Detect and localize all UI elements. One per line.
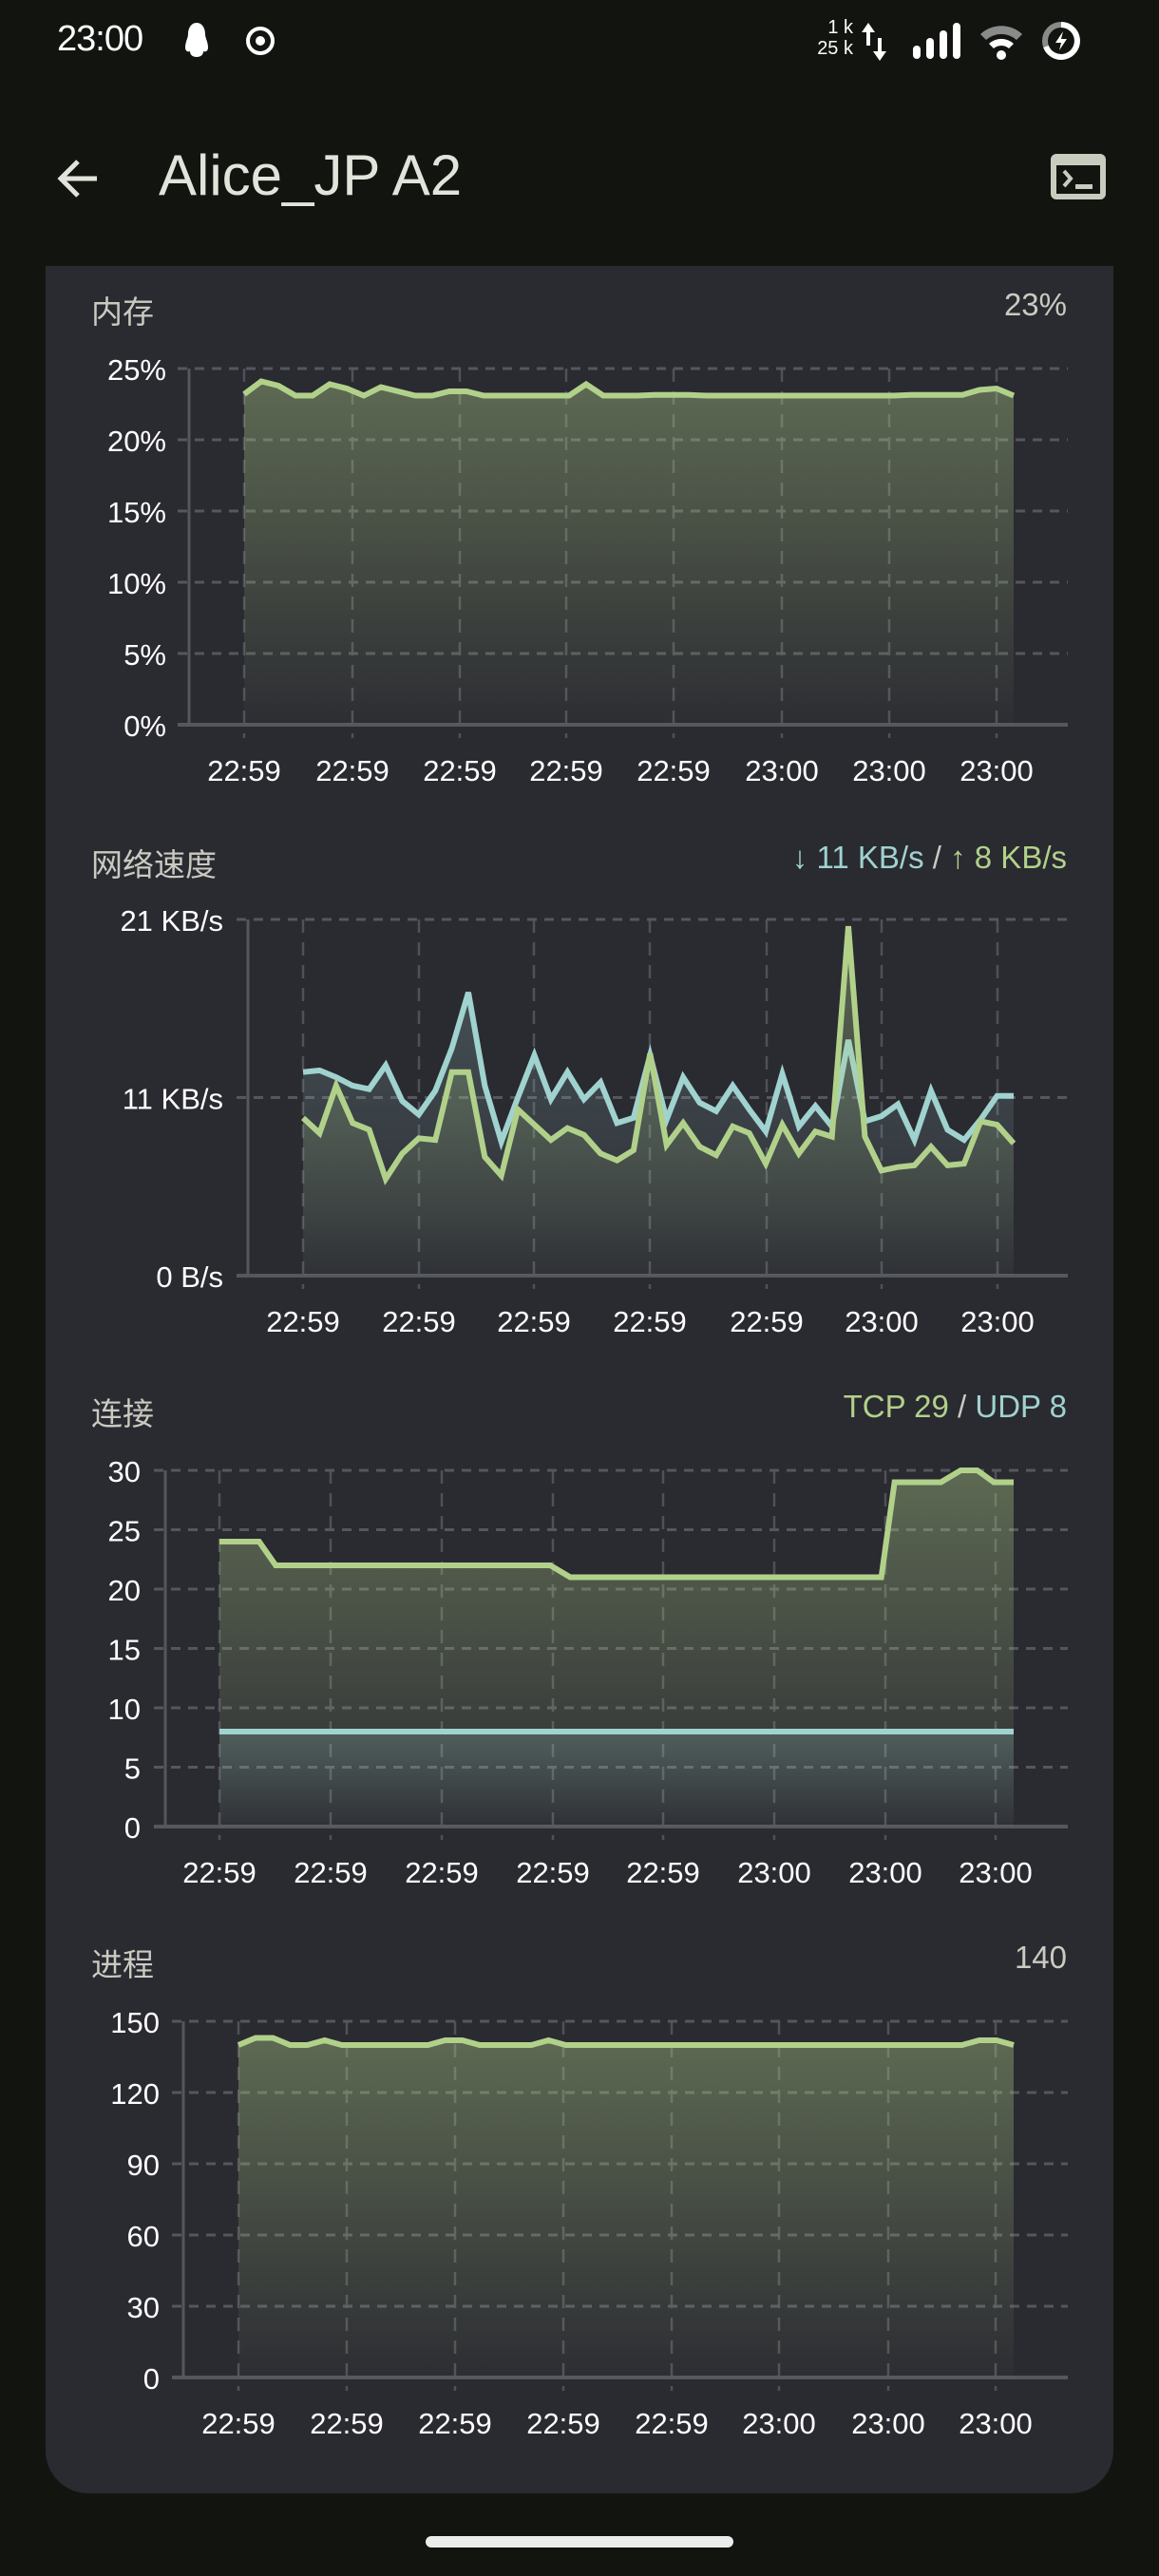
page-title: Alice_JP A2	[159, 143, 463, 207]
legend-separator: /	[948, 1389, 976, 1424]
net-speed-indicator: 1 k 25 k	[815, 17, 853, 59]
status-time: 23:00	[57, 19, 143, 59]
memory-title: 内存	[91, 294, 154, 330]
record-circle-icon	[246, 27, 275, 55]
qq-penguin-icon	[185, 23, 208, 57]
signal-icon	[913, 23, 960, 59]
memory-value: 23%	[1003, 287, 1067, 322]
upload-speed: 8 KB/s	[974, 840, 1067, 875]
legend-separator: /	[923, 840, 951, 875]
upload-arrow-icon: ↑	[950, 840, 966, 875]
terminal-icon[interactable]	[1049, 152, 1108, 201]
tcp-count: TCP 29	[843, 1389, 949, 1424]
monitor-card	[46, 266, 1113, 2493]
data-arrows-icon	[862, 23, 886, 61]
processes-title: 进程	[91, 1947, 154, 1982]
wifi-icon	[980, 26, 1022, 60]
connections-legend: TCP 29 / UDP 8	[844, 1389, 1067, 1425]
download-arrow-icon: ↓	[791, 840, 808, 875]
back-arrow-icon[interactable]	[51, 150, 108, 207]
net-speed-up: 1 k	[827, 17, 853, 38]
home-indicator[interactable]	[426, 2536, 733, 2548]
processes-value: 140	[1014, 1940, 1067, 1975]
battery-charging-icon	[1042, 22, 1080, 60]
network-legend: ↓ 11 KB/s / ↑ 8 KB/s	[792, 840, 1067, 876]
status-bar: 23:00 1 k 25 k	[0, 0, 1159, 85]
connections-title: 连接	[91, 1396, 154, 1431]
app-bar: Alice_JP A2	[0, 123, 1159, 228]
download-speed: 11 KB/s	[816, 840, 924, 875]
network-title: 网络速度	[91, 847, 217, 882]
net-speed-down: 25 k	[817, 38, 853, 59]
udp-count: UDP 8	[975, 1389, 1067, 1424]
